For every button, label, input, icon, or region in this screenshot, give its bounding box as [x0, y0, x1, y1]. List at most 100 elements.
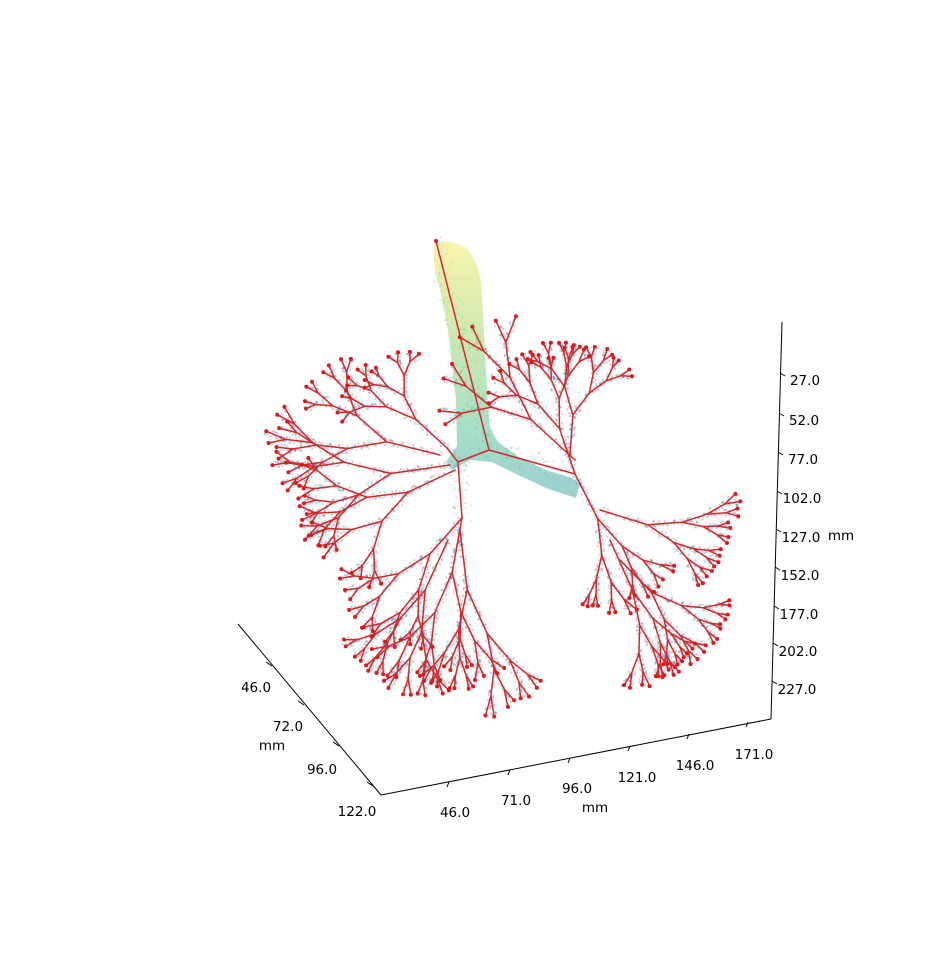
cloud-point	[413, 485, 416, 488]
cloud-point	[533, 350, 536, 353]
cloud-point	[378, 496, 381, 499]
cloud-point	[648, 562, 651, 566]
cloud-point	[360, 587, 363, 590]
cloud-point	[405, 570, 408, 573]
cloud-point	[594, 390, 597, 393]
cloud-point	[496, 399, 499, 402]
cloud-point	[457, 584, 460, 587]
cloud-point	[385, 403, 388, 406]
cloud-point	[560, 422, 564, 425]
cloud-point	[518, 401, 521, 404]
y-axis-line	[380, 718, 772, 796]
cloud-point	[459, 555, 462, 558]
cloud-point	[376, 560, 379, 563]
cloud-point	[378, 382, 381, 386]
cloud-point	[288, 436, 291, 439]
cloud-point	[343, 414, 347, 417]
cloud-point	[325, 523, 328, 526]
cloud-point	[501, 689, 504, 692]
cloud-point	[555, 408, 558, 411]
cloud-point	[404, 608, 408, 611]
cloud-point	[277, 438, 280, 441]
cloud-point	[321, 398, 324, 401]
cloud-point	[627, 514, 630, 517]
z-tick-mark	[776, 490, 783, 495]
cloud-point	[316, 529, 320, 532]
cloud-point	[269, 438, 272, 441]
cloud-point	[422, 583, 425, 586]
cloud-point	[596, 564, 599, 568]
cloud-point	[358, 404, 361, 407]
cloud-point	[520, 357, 523, 360]
cloud-point	[332, 369, 335, 372]
cloud-point	[518, 675, 522, 678]
cloud-point	[518, 373, 521, 376]
cloud-point	[652, 520, 655, 523]
cloud-point	[353, 605, 356, 608]
cloud-point	[413, 450, 416, 453]
cloud-point	[343, 573, 346, 577]
cloud-point	[460, 481, 464, 484]
cloud-point	[334, 512, 337, 516]
cloud-point	[330, 513, 333, 517]
cloud-point	[711, 527, 714, 530]
cloud-point	[350, 497, 353, 500]
cloud-point	[594, 364, 598, 367]
cloud-point	[358, 570, 361, 573]
cloud-point	[421, 566, 424, 569]
cloud-point	[714, 523, 718, 526]
cloud-point	[306, 481, 309, 484]
cloud-point	[430, 661, 433, 665]
cloud-point	[301, 481, 305, 484]
cloud-point	[367, 408, 370, 411]
cloud-point	[312, 438, 315, 441]
z-axis-line	[770, 321, 783, 720]
cloud-point	[597, 588, 600, 591]
cloud-point	[298, 467, 301, 470]
cloud-point	[558, 390, 561, 393]
cloud-point	[480, 614, 483, 617]
cloud-point	[341, 643, 344, 646]
cloud-point	[345, 450, 348, 453]
cloud-point	[430, 628, 433, 631]
cloud-point	[424, 576, 428, 579]
cloud-point	[628, 520, 631, 523]
cloud-point	[401, 504, 404, 507]
cloud-point	[375, 580, 378, 583]
cloud-point	[437, 653, 440, 657]
cloud-point	[573, 463, 577, 466]
cloud-point	[370, 546, 373, 550]
cloud-point	[356, 381, 359, 384]
cloud-point	[400, 660, 404, 663]
cloud-point	[406, 467, 409, 470]
cloud-point	[552, 460, 555, 463]
cloud-point	[377, 430, 380, 433]
cloud-point	[522, 418, 525, 421]
cloud-point	[636, 552, 639, 555]
cloud-point	[302, 468, 305, 471]
cloud-point	[305, 473, 308, 476]
cloud-point	[341, 367, 344, 370]
cloud-point	[378, 517, 381, 521]
cloud-point	[564, 435, 567, 439]
cloud-point	[607, 584, 610, 587]
cloud-point	[595, 382, 598, 385]
cloud-point	[430, 464, 433, 467]
cloud-point	[370, 555, 373, 558]
cloud-point	[415, 413, 418, 416]
cloud-point	[380, 657, 383, 660]
cloud-point	[484, 649, 487, 652]
cloud-point	[445, 381, 448, 384]
cloud-point	[623, 607, 626, 611]
cloud-point	[314, 401, 318, 404]
cloud-point	[334, 408, 337, 411]
cloud-point	[351, 530, 355, 534]
cloud-point	[521, 665, 524, 668]
cloud-point	[351, 460, 354, 463]
cloud-point	[365, 601, 368, 604]
cloud-point	[357, 524, 360, 527]
cloud-point	[309, 435, 312, 438]
cloud-point	[281, 464, 284, 467]
cloud-point	[334, 551, 338, 554]
cloud-point	[597, 369, 600, 372]
